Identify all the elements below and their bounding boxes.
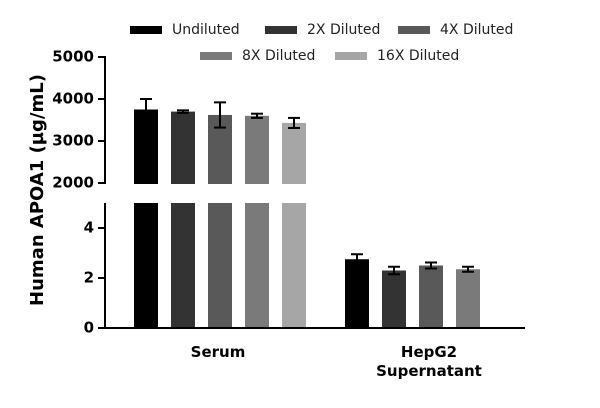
y-tick-label: 4000 [52,90,94,108]
bar [345,259,369,328]
legend-label: 4X Diluted [440,22,513,38]
error-bar [177,109,189,114]
y-tick-label: 4 [84,219,94,237]
bar [282,122,306,184]
y-axis-label: Human APOA1 (µg/mL) [27,74,48,306]
x-tick-label: HepG2 Supernatant [376,343,482,380]
error-bar [462,265,474,273]
legend-label: 2X Diluted [307,22,380,38]
bar [245,115,269,184]
bar [171,111,195,184]
upper-segment [134,109,306,184]
error-bar [425,261,437,270]
bar [134,109,158,184]
error-bar [251,112,263,119]
legend-label: 16X Diluted [377,48,459,64]
bar [245,203,269,328]
legend-swatch [200,52,232,60]
y-tick-label: 2 [84,269,94,287]
error-bar [351,253,363,266]
error-bar [214,101,226,129]
y-tick-label: 5000 [52,48,94,66]
y-tick-label: 2000 [52,174,94,192]
legend-label: Undiluted [172,22,240,38]
x-tick-label: Serum [190,343,246,361]
bar [419,265,443,328]
legend-swatch [398,26,430,34]
bar [208,203,232,328]
y-tick-label: 0 [84,319,94,337]
legend-swatch [335,52,367,60]
legend-label: 8X Diluted [242,48,315,64]
error-bar [388,265,400,276]
y-tick-label: 3000 [52,132,94,150]
legend-swatch [265,26,297,34]
error-bar [288,116,300,129]
lower-segment [134,203,480,328]
error-bar [140,98,152,121]
bar [456,269,480,328]
bar [282,203,306,328]
bar [382,270,406,328]
legend-swatch [130,26,162,34]
bar [134,203,158,328]
bar [171,203,195,328]
